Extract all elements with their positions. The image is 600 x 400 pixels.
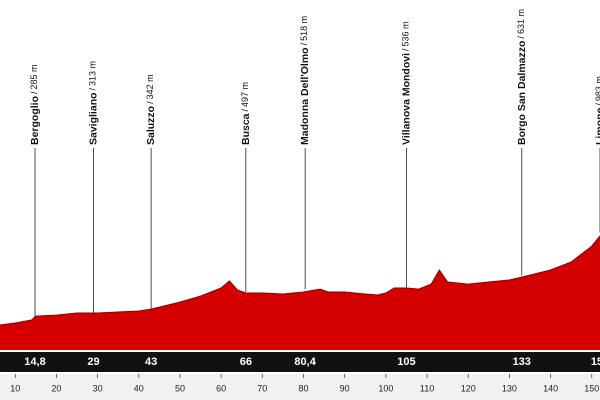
- x-tick-label: 140: [543, 383, 558, 393]
- separator: /: [300, 42, 310, 45]
- x-tick-label: 100: [378, 383, 393, 393]
- x-tick-label: 20: [51, 383, 61, 393]
- x-tick-label: 90: [340, 383, 350, 393]
- separator: /: [516, 36, 526, 39]
- waypoint-name: Saluzzo: [145, 106, 157, 145]
- waypoint-name: Savigliano: [87, 92, 99, 145]
- separator: /: [146, 101, 156, 104]
- waypoint-km: 152: [591, 356, 600, 368]
- x-tick-label: 70: [257, 383, 267, 393]
- x-tick-label: 60: [216, 383, 226, 393]
- waypoint-label: Borgo San Dalmazzo / 631 m: [516, 9, 528, 145]
- waypoint-name: Borgo San Dalmazzo: [516, 41, 528, 145]
- waypoint-km: 43: [145, 356, 157, 368]
- waypoint-km: 105: [397, 356, 415, 368]
- x-tick-label: 150: [584, 383, 599, 393]
- waypoint-km: 29: [87, 356, 99, 368]
- waypoint-name: Busca: [240, 113, 252, 145]
- waypoint-elevation: 342 m: [146, 74, 156, 99]
- profile-area: [0, 236, 600, 350]
- waypoint-km: 133: [513, 356, 531, 368]
- waypoint-label: Madonna Dell'Olmo /518 m: [299, 16, 311, 145]
- separator: /: [88, 87, 98, 90]
- waypoint-label: Savigliano /313 m: [87, 61, 99, 145]
- x-tick-label: 130: [502, 383, 517, 393]
- km-band: [0, 352, 600, 372]
- waypoint-name: Bergoglio: [29, 96, 41, 145]
- x-tick-label: 40: [134, 383, 144, 393]
- separator: /: [29, 91, 39, 94]
- axis-band: [0, 374, 600, 400]
- waypoint-km: 66: [240, 356, 252, 368]
- waypoint-name: Limone: [594, 108, 600, 145]
- waypoint-elevation: 285 m: [29, 64, 39, 89]
- waypoint-km: 14,8: [24, 356, 45, 368]
- waypoint-elevation: 983 m: [594, 76, 600, 101]
- waypoint-elevation: 497 m: [240, 82, 250, 107]
- x-tick-label: 10: [10, 383, 20, 393]
- waypoint-elevation: 313 m: [88, 61, 98, 86]
- x-tick-label: 110: [420, 383, 434, 393]
- x-tick-label: 80: [298, 383, 308, 393]
- separator: /: [240, 108, 250, 111]
- x-tick-label: 50: [175, 383, 185, 393]
- profile-line: [0, 235, 600, 326]
- waypoint-label: Villanova Mondovì / 536 m: [400, 21, 412, 145]
- x-tick-label: 30: [93, 383, 103, 393]
- waypoint-elevation: 518 m: [300, 16, 310, 41]
- waypoint-name: Madonna Dell'Olmo: [299, 47, 311, 145]
- waypoint-km: 80,4: [294, 356, 316, 368]
- x-tick-label: 120: [461, 383, 476, 393]
- separator: /: [594, 103, 600, 106]
- waypoint-name: Villanova Mondovì: [400, 53, 412, 145]
- waypoint-label: Bergoglio / 285 m: [29, 64, 41, 145]
- waypoint-elevation: 536 m: [401, 21, 411, 46]
- waypoint-label: Limone / 983 m: [594, 76, 600, 145]
- waypoint-label: Saluzzo / 342 m: [145, 74, 157, 145]
- waypoint-label: Busca /497 m: [240, 82, 252, 145]
- waypoint-elevation: 631 m: [516, 9, 526, 34]
- separator: /: [401, 48, 411, 51]
